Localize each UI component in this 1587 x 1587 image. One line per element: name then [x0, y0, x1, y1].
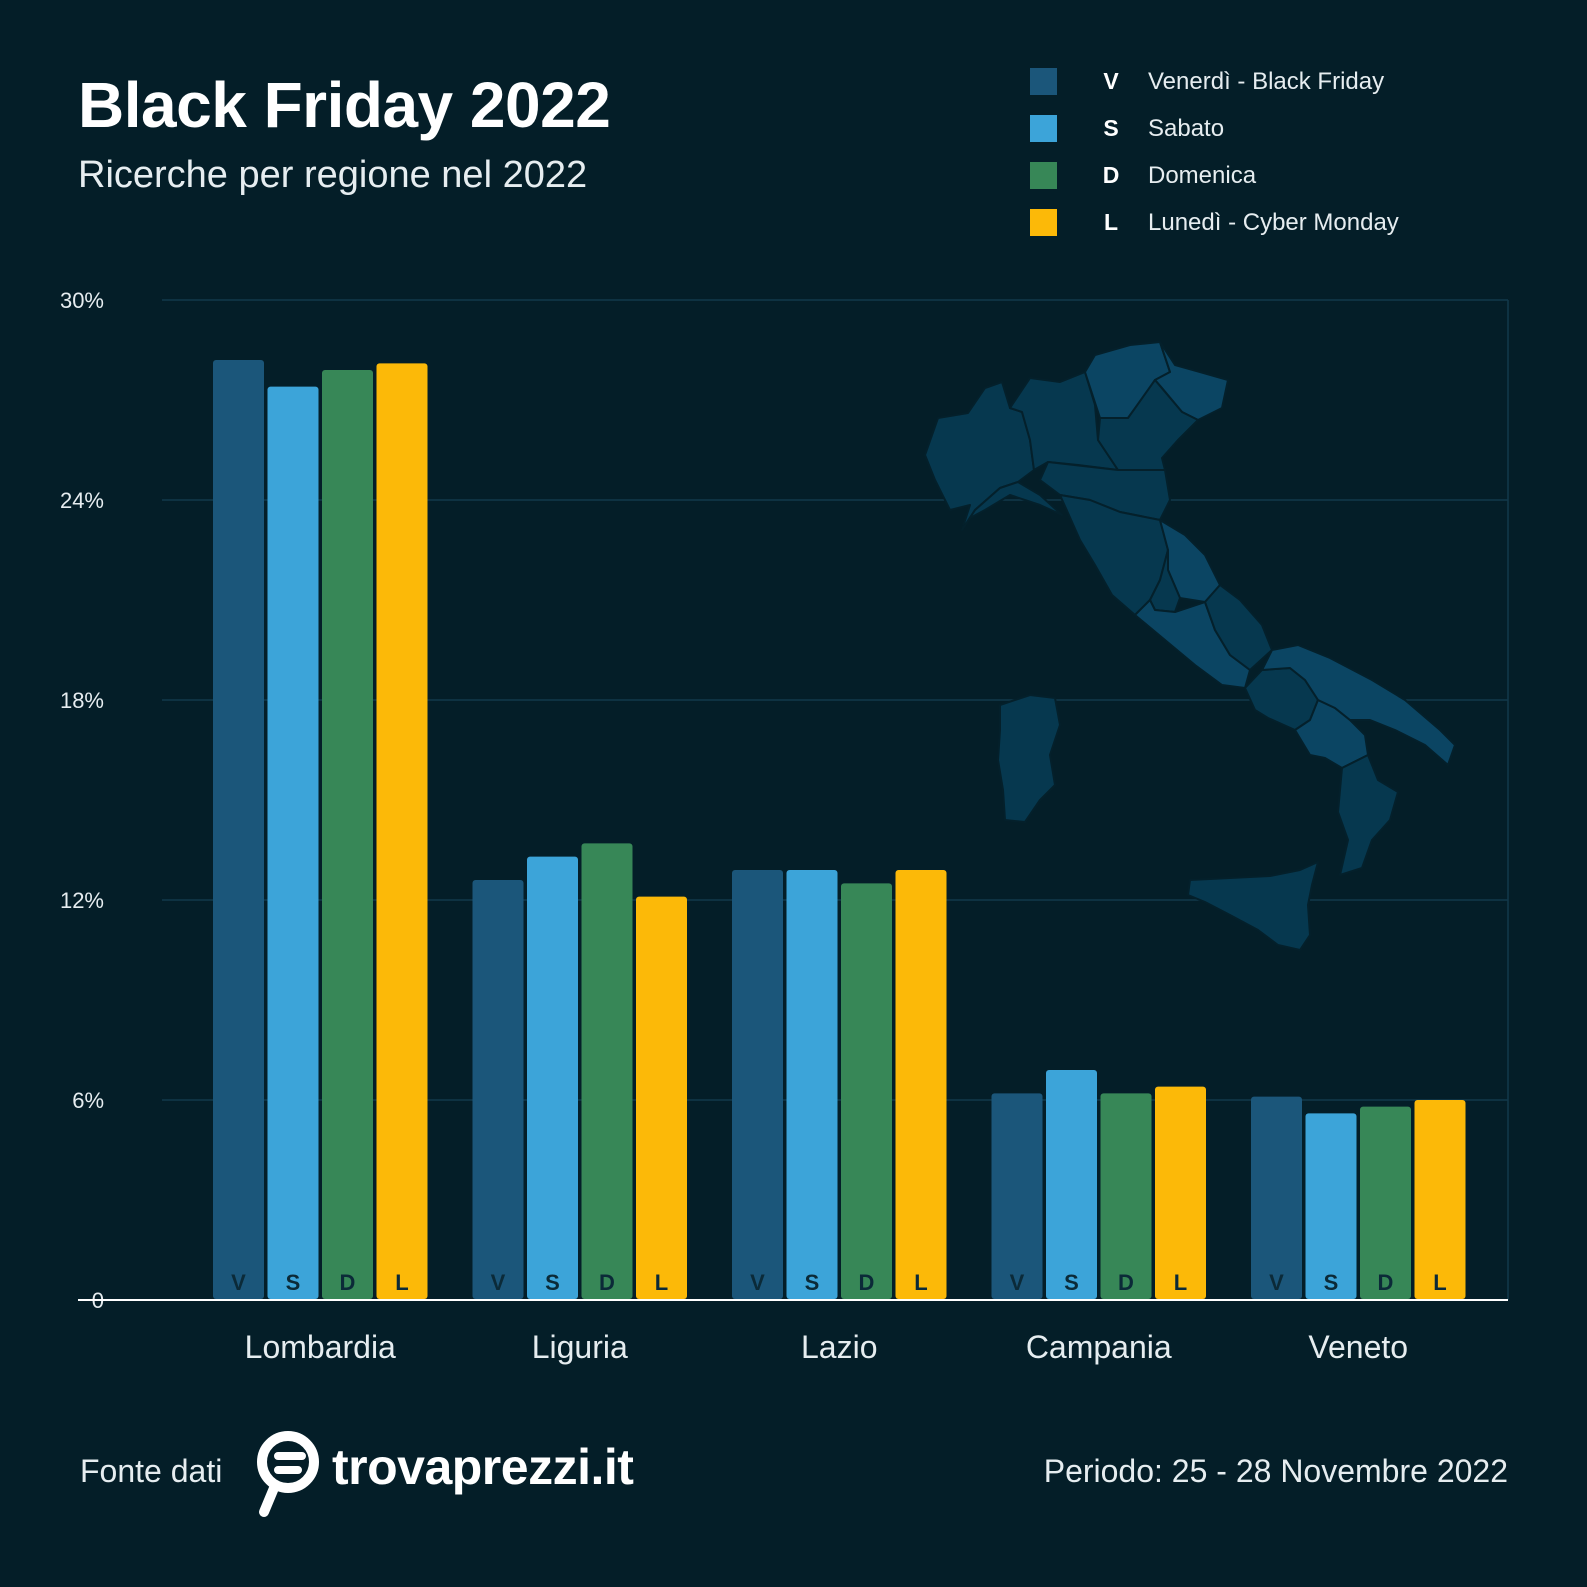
- bar: [732, 870, 783, 1299]
- bar-code-label: V: [1269, 1270, 1284, 1295]
- bar-code-label: L: [655, 1270, 668, 1295]
- y-axis: 06%12%18%24%30%: [60, 288, 104, 1313]
- bar-code-label: S: [545, 1270, 560, 1295]
- map-region: [1337, 754, 1399, 876]
- bar-code-label: S: [286, 1270, 301, 1295]
- x-tick-label: Lombardia: [245, 1329, 396, 1365]
- y-tick-label: 6%: [72, 1088, 104, 1113]
- legend-label: Lunedì - Cyber Monday: [1148, 209, 1399, 236]
- bar-code-label: D: [599, 1270, 615, 1295]
- bar-code-label: D: [340, 1270, 356, 1295]
- bar: [1251, 1096, 1302, 1299]
- bar: [636, 896, 687, 1299]
- x-axis: Lombardia Liguria Lazio Campania Veneto: [245, 1329, 1408, 1365]
- legend-code: D: [1102, 162, 1120, 188]
- bar: [841, 883, 892, 1299]
- legend-swatch: [1030, 209, 1057, 236]
- x-tick-label: Liguria: [532, 1329, 628, 1365]
- bar: [1414, 1100, 1466, 1299]
- map-region: [1294, 699, 1369, 769]
- bar: [1305, 1113, 1357, 1299]
- bar-code-label: V: [231, 1270, 246, 1295]
- bar: [213, 360, 264, 1299]
- legend-swatch: [1030, 68, 1057, 95]
- bar-code-label: D: [1118, 1270, 1134, 1295]
- bar: [1100, 1093, 1152, 1299]
- bar-series: [213, 360, 1466, 1300]
- y-tick-label: 24%: [60, 488, 104, 513]
- bar-code-label: L: [914, 1270, 927, 1295]
- bar-code-label: V: [491, 1270, 506, 1295]
- bar-code-label: V: [1010, 1270, 1025, 1295]
- y-tick-label: 30%: [60, 288, 104, 313]
- bar: [267, 386, 319, 1300]
- bar: [1046, 1070, 1097, 1299]
- bar: [472, 880, 524, 1299]
- x-tick-label: Veneto: [1308, 1329, 1408, 1365]
- bar-code-label: V: [750, 1270, 765, 1295]
- bar: [991, 1093, 1043, 1299]
- magnifier-logo-icon: [257, 1431, 319, 1517]
- period-text: Periodo: 25 - 28 Novembre 2022: [1043, 1453, 1508, 1489]
- map-region-sardinia: [997, 694, 1061, 823]
- legend-swatch: [1030, 115, 1057, 142]
- page-title: Black Friday 2022: [78, 69, 611, 141]
- brand-logo-text: trovaprezzi.it: [332, 1439, 634, 1495]
- legend-label: Sabato: [1148, 115, 1225, 142]
- bar: [895, 870, 947, 1299]
- y-tick-label: 18%: [60, 688, 104, 713]
- map-region: [1097, 379, 1199, 471]
- legend-label: Venerdì - Black Friday: [1148, 68, 1385, 95]
- map-region: [1261, 644, 1456, 766]
- bar-code-label: S: [805, 1270, 820, 1295]
- bar-code-label: L: [395, 1270, 408, 1295]
- bar: [376, 363, 428, 1299]
- legend-label: Domenica: [1148, 162, 1257, 189]
- bar: [322, 370, 373, 1299]
- legend-swatch: [1030, 162, 1057, 189]
- bar-code-label: S: [1324, 1270, 1339, 1295]
- legend-code: S: [1103, 115, 1119, 141]
- legend-code: V: [1103, 68, 1119, 94]
- y-tick-label: 12%: [60, 888, 104, 913]
- page-subtitle: Ricerche per regione nel 2022: [78, 154, 588, 196]
- legend-code: L: [1103, 209, 1119, 235]
- bar-code-label: D: [1378, 1270, 1394, 1295]
- bar: [527, 856, 578, 1299]
- bar-code-label: D: [859, 1270, 875, 1295]
- map-region: [961, 481, 1063, 531]
- bar: [786, 870, 838, 1299]
- footer-source-label: Fonte dati: [80, 1453, 223, 1489]
- bar: [1155, 1086, 1206, 1299]
- x-tick-label: Campania: [1026, 1329, 1172, 1365]
- bar: [1360, 1106, 1411, 1299]
- map-region-sicily: [1187, 861, 1319, 951]
- bar-code-label: L: [1433, 1270, 1446, 1295]
- bar-code-label: S: [1064, 1270, 1079, 1295]
- italy-map-illustration: [924, 341, 1456, 951]
- x-tick-label: Lazio: [801, 1329, 878, 1365]
- bar-code-label: L: [1174, 1270, 1187, 1295]
- bar: [581, 843, 633, 1299]
